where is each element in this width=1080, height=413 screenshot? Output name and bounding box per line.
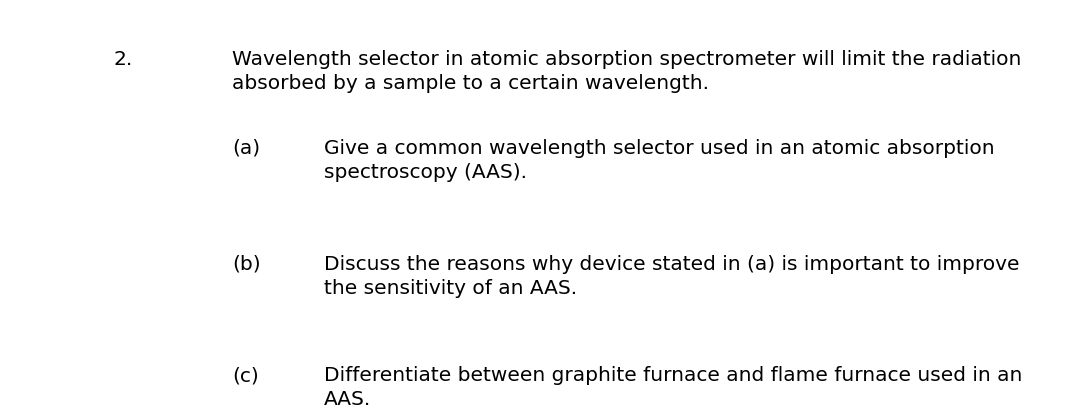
Text: (a): (a)	[232, 138, 260, 157]
Text: Discuss the reasons why device stated in (a) is important to improve: Discuss the reasons why device stated in…	[324, 254, 1020, 273]
Text: Give a common wavelength selector used in an atomic absorption: Give a common wavelength selector used i…	[324, 138, 995, 157]
Text: 2.: 2.	[113, 50, 133, 69]
Text: Differentiate between graphite furnace and flame furnace used in an: Differentiate between graphite furnace a…	[324, 366, 1023, 385]
Text: (b): (b)	[232, 254, 261, 273]
Text: absorbed by a sample to a certain wavelength.: absorbed by a sample to a certain wavele…	[232, 74, 710, 93]
Text: (c): (c)	[232, 366, 259, 385]
Text: spectroscopy (AAS).: spectroscopy (AAS).	[324, 162, 527, 181]
Text: the sensitivity of an AAS.: the sensitivity of an AAS.	[324, 278, 577, 297]
Text: AAS.: AAS.	[324, 389, 372, 408]
Text: Wavelength selector in atomic absorption spectrometer will limit the radiation: Wavelength selector in atomic absorption…	[232, 50, 1022, 69]
